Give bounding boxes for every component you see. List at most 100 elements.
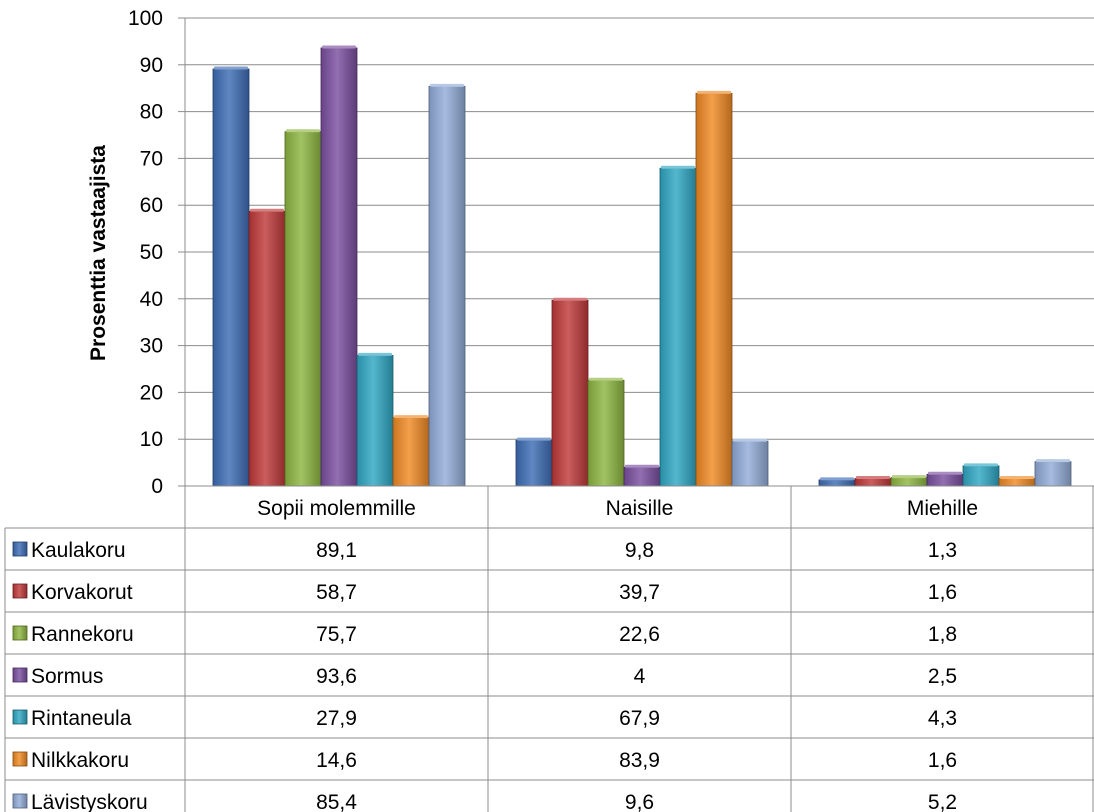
data-label: 89,1 <box>316 539 357 562</box>
data-label: 1,6 <box>928 749 957 772</box>
bar-body <box>926 473 964 487</box>
bar-cap <box>394 415 428 419</box>
bar-cap <box>661 165 695 169</box>
bar-cap <box>358 352 392 356</box>
bar <box>320 45 358 487</box>
legend-entry: Rannekoru <box>31 623 134 646</box>
legend-key <box>12 667 28 683</box>
legend-entry: Lävistyskoru <box>31 791 148 812</box>
bar-body <box>818 479 856 487</box>
data-label: 83,9 <box>619 749 660 772</box>
data-label: 27,9 <box>316 707 357 730</box>
bar <box>248 208 286 487</box>
bar <box>212 66 250 487</box>
bar <box>926 471 964 487</box>
y-axis-label: Prosenttia vastaajista <box>87 145 110 361</box>
bar <box>659 165 697 487</box>
bars <box>212 45 1072 487</box>
bar-cap <box>1036 459 1070 463</box>
bar-cap <box>1000 476 1034 480</box>
legend-key <box>12 583 28 599</box>
bar-cap <box>589 377 623 381</box>
legend-key <box>12 625 28 641</box>
data-label: 14,6 <box>316 749 357 772</box>
legend-entry: Rintaneula <box>31 707 132 730</box>
bar-body <box>659 167 697 487</box>
data-label: 75,7 <box>316 623 357 646</box>
bar-cap <box>286 129 320 133</box>
legend-key <box>12 709 28 725</box>
bar <box>998 476 1036 487</box>
data-label: 67,9 <box>619 707 660 730</box>
bar-body <box>854 478 892 487</box>
axes: 0 10 20 30 40 50 60 70 80 90 100 <box>128 7 186 498</box>
bar-cap <box>214 66 248 70</box>
data-label: 1,6 <box>928 581 957 604</box>
bar-body <box>356 355 394 487</box>
bar-body <box>587 379 625 487</box>
bar <box>587 377 625 487</box>
legend-entry: Nilkkakoru <box>31 749 129 772</box>
bar-body <box>731 440 769 487</box>
y-tick-label: 50 <box>140 241 163 264</box>
bar <box>854 476 892 487</box>
bar <box>428 83 466 487</box>
data-label: 22,6 <box>619 623 660 646</box>
bar <box>515 437 553 487</box>
bar-cap <box>250 208 284 212</box>
bar <box>731 438 769 487</box>
bar-body <box>212 68 250 487</box>
legend-entry: Kaulakoru <box>31 539 126 562</box>
bar-body <box>962 465 1000 487</box>
data-label: 58,7 <box>316 581 357 604</box>
bar-body <box>284 131 322 487</box>
category-label: Miehille <box>907 497 978 520</box>
bar-body <box>890 477 928 487</box>
bar <box>1034 459 1072 487</box>
data-table: Sopii molemmille Naisille Miehille Kaulakor… <box>4 485 1094 812</box>
data-label: 2,5 <box>928 665 957 688</box>
data-label: 1,8 <box>928 623 957 646</box>
legend-key <box>12 751 28 767</box>
y-tick-label: 0 <box>151 475 163 498</box>
y-tick-label: 80 <box>140 101 163 124</box>
bar-cap <box>820 477 854 481</box>
bar <box>551 297 589 487</box>
bar-body <box>551 299 589 487</box>
y-tick-label: 60 <box>140 194 163 217</box>
bar-body <box>695 92 733 487</box>
bar-body <box>998 478 1036 487</box>
bar-cap <box>322 45 356 49</box>
bar-cap <box>733 438 767 442</box>
bar <box>356 352 394 487</box>
data-label: 39,7 <box>619 581 660 604</box>
bar-body <box>248 210 286 487</box>
bar <box>284 129 322 487</box>
bar-body <box>515 439 553 487</box>
bar-cap <box>928 471 962 475</box>
bar <box>623 464 661 487</box>
bar-body <box>428 85 466 487</box>
y-tick-label: 10 <box>140 428 163 451</box>
data-label: 9,8 <box>625 539 654 562</box>
category-label: Sopii molemmille <box>257 497 416 520</box>
legend-entry: Korvakorut <box>31 581 133 604</box>
bar-cap <box>553 297 587 301</box>
bar-cap <box>625 464 659 468</box>
bar <box>392 415 430 487</box>
bar <box>962 463 1000 487</box>
bar-body <box>392 417 430 487</box>
bar-cap <box>697 90 731 94</box>
data-label: 85,4 <box>316 791 357 812</box>
category-label: Naisille <box>606 497 674 520</box>
legend-entry: Sormus <box>31 665 103 688</box>
data-label: 9,6 <box>625 791 654 812</box>
data-label: 4,3 <box>928 707 957 730</box>
y-tick-label: 70 <box>140 147 163 170</box>
legend-key <box>12 793 28 809</box>
bar <box>695 90 733 487</box>
bar-cap <box>517 437 551 441</box>
data-label: 4 <box>634 665 646 688</box>
bar <box>890 475 928 487</box>
